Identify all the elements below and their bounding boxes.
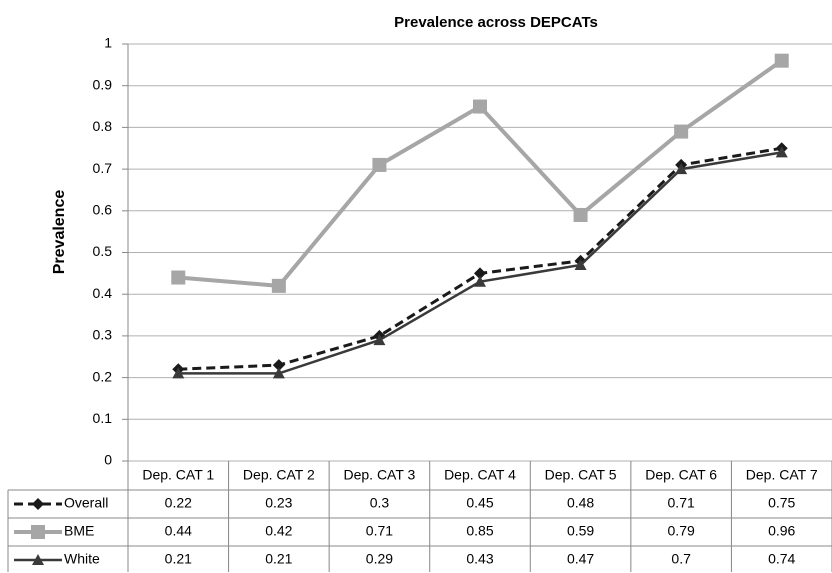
point-marker xyxy=(573,207,588,222)
y-tick-label: 0.1 xyxy=(93,410,113,426)
table-value: 0.79 xyxy=(668,523,695,539)
table-value: 0.45 xyxy=(466,495,493,511)
y-tick-label: 0.2 xyxy=(93,368,113,384)
table-value: 0.21 xyxy=(165,551,192,567)
legend-label: White xyxy=(64,551,100,567)
y-tick-label: 0.8 xyxy=(93,118,113,134)
x-tick-label: Dep. CAT 2 xyxy=(243,467,315,483)
point-marker xyxy=(271,278,286,293)
table-value: 0.42 xyxy=(265,523,292,539)
point-marker xyxy=(775,146,788,158)
point-marker xyxy=(32,498,44,510)
x-tick-label: Dep. CAT 7 xyxy=(746,467,818,483)
y-tick-label: 0.5 xyxy=(93,243,113,259)
point-marker xyxy=(172,367,185,379)
table-value: 0.71 xyxy=(366,523,393,539)
legend-label: Overall xyxy=(64,495,108,511)
point-marker xyxy=(372,157,387,172)
table-value: 0.85 xyxy=(466,523,493,539)
table-value: 0.75 xyxy=(768,495,795,511)
point-marker xyxy=(675,163,688,175)
y-tick-label: 0.6 xyxy=(93,202,113,218)
x-tick-label: Dep. CAT 6 xyxy=(645,467,717,483)
legend-label: BME xyxy=(64,523,94,539)
x-tick-label: Dep. CAT 4 xyxy=(444,467,516,483)
point-marker xyxy=(674,124,689,139)
y-tick-label: 1 xyxy=(104,35,112,51)
x-tick-label: Dep. CAT 5 xyxy=(545,467,617,483)
y-tick-label: 0.9 xyxy=(93,76,113,92)
point-marker xyxy=(373,334,386,346)
point-marker xyxy=(31,525,45,539)
x-tick-label: Dep. CAT 3 xyxy=(343,467,415,483)
table-value: 0.71 xyxy=(668,495,695,511)
table-value: 0.29 xyxy=(366,551,393,567)
table-value: 0.96 xyxy=(768,523,795,539)
table-value: 0.59 xyxy=(567,523,594,539)
x-tick-label: Dep. CAT 1 xyxy=(142,467,214,483)
point-marker xyxy=(474,267,486,280)
table-value: 0.3 xyxy=(370,495,390,511)
point-marker xyxy=(473,99,487,114)
point-marker xyxy=(474,275,486,287)
point-marker xyxy=(272,367,285,379)
table-value: 0.44 xyxy=(165,523,192,539)
table-value: 0.21 xyxy=(265,551,292,567)
series-line xyxy=(178,151,782,375)
y-tick-label: 0 xyxy=(104,452,112,468)
point-marker xyxy=(171,270,186,285)
point-marker xyxy=(32,554,44,565)
chart-title: Prevalence across DEPCATs xyxy=(394,14,598,31)
y-tick-label: 0.3 xyxy=(93,327,113,343)
table-value: 0.48 xyxy=(567,495,594,511)
table-value: 0.7 xyxy=(671,551,691,567)
point-marker xyxy=(774,53,789,68)
y-tick-label: 0.7 xyxy=(93,160,113,176)
y-tick-label: 0.4 xyxy=(93,285,113,301)
point-marker xyxy=(272,359,285,372)
table-value: 0.43 xyxy=(466,551,493,567)
y-axis-label: Prevalence xyxy=(51,190,68,275)
table-value: 0.74 xyxy=(768,551,795,567)
table-value: 0.47 xyxy=(567,551,594,567)
point-marker xyxy=(574,259,587,271)
table-value: 0.23 xyxy=(265,495,292,511)
table-value: 0.22 xyxy=(165,495,192,511)
